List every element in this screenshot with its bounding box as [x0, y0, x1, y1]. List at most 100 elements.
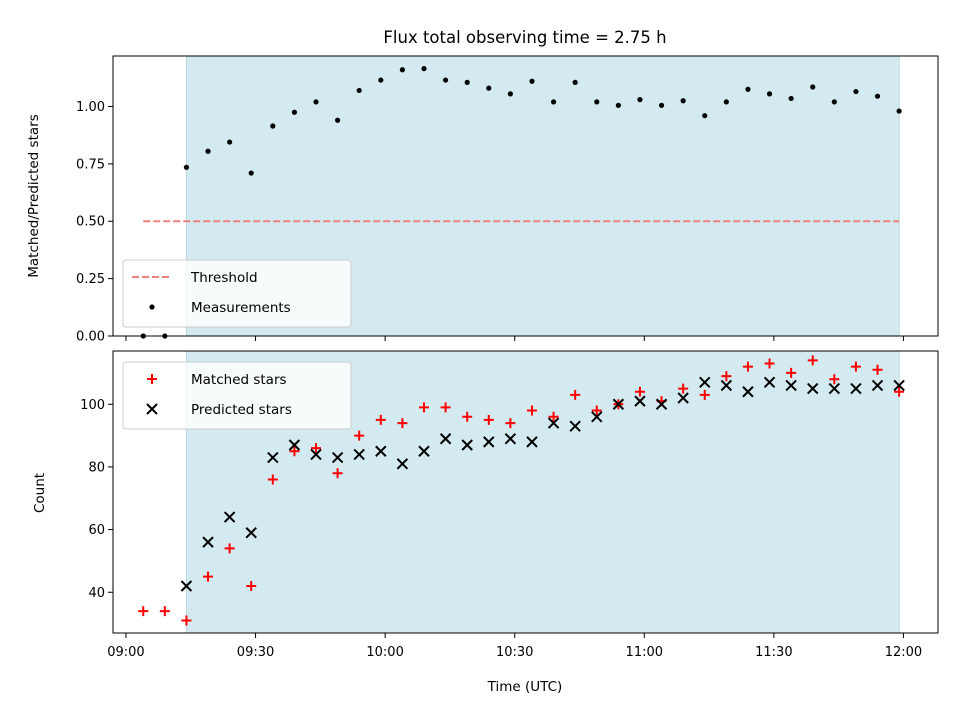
predicted-stars-point [569, 420, 581, 432]
x-tick-label: 09:00 [107, 645, 144, 660]
predicted-stars-point [396, 458, 409, 470]
measurements-point [313, 99, 319, 105]
legend-box [122, 259, 352, 328]
top-series-layer [140, 66, 902, 339]
matched-stars-legend-label: Matched stars [191, 372, 287, 388]
matched-stars-point [872, 364, 883, 375]
matched-stars-point [159, 606, 170, 617]
matched-stars-point [894, 386, 905, 397]
predicted-stars-point [591, 411, 603, 423]
measurements-point [572, 79, 578, 85]
measurements-point [745, 86, 751, 92]
matched-stars-point [764, 358, 775, 369]
measurements-point [550, 99, 557, 105]
y-tick-label: 60 [88, 523, 105, 538]
measurements-point [205, 148, 211, 154]
matched-stars-point [181, 615, 192, 626]
matched-stars-point [591, 405, 602, 416]
predicted-stars-point [785, 379, 797, 392]
measurements-point [399, 67, 405, 73]
matched-stars-legend-swatch [147, 374, 157, 384]
measurements-point [529, 78, 535, 84]
measurements-point [270, 123, 276, 129]
top-x-axis [125, 336, 904, 341]
y-tick-label: 0.75 [76, 157, 105, 172]
predicted-stars-point [418, 445, 430, 457]
predicted-stars-legend-label: Predicted stars [191, 402, 292, 418]
matched-stars-point [699, 389, 710, 400]
top-y-axis-label: Matched/Predicted stars [26, 114, 42, 277]
matched-stars-point [224, 543, 235, 554]
predicted-stars-point [547, 417, 560, 429]
star-count-panel: 40 60 80 100 09:00 09:30 10:00 10:30 11:00 11:30… [32, 350, 939, 695]
x-tick-label: 12:00 [885, 645, 922, 660]
bottom-legend: Matched stars Predicted stars [122, 361, 352, 430]
measurements-point [874, 93, 881, 99]
matched-stars-point [526, 405, 537, 416]
measurements-point [378, 77, 384, 83]
predicted-stars-point [763, 376, 776, 389]
matched-stars-point [311, 443, 322, 454]
y-tick-label: 40 [88, 586, 105, 601]
chart-title: Flux total observing time = 2.75 h [383, 28, 666, 47]
measurements-point [227, 139, 233, 145]
matched-stars-point [570, 389, 581, 400]
predicted-stars-point [245, 527, 257, 539]
bottom-axes-frame [112, 350, 939, 634]
matched-stars-point [397, 418, 408, 429]
matched-stars-point [786, 367, 797, 378]
matched-stars-point [742, 361, 753, 372]
predicted-stars-point [483, 436, 495, 448]
matched-stars-point [829, 374, 840, 385]
predicted-stars-point [871, 379, 884, 392]
measurements-legend-swatch [149, 304, 155, 310]
predicted-stars-point [526, 436, 538, 448]
measurements-point [507, 91, 513, 97]
measurements-legend-label: Measurements [191, 300, 291, 316]
measurements-point [248, 170, 254, 176]
measurements-point [702, 113, 708, 119]
bottom-y-axis-label: Count [32, 473, 48, 513]
predicted-stars-point [742, 386, 754, 398]
bottom-y-axis: 40 60 80 100 [80, 398, 113, 601]
measurements-point [442, 77, 449, 83]
matched-stars-point [138, 606, 149, 617]
predicted-stars-point [893, 379, 905, 392]
predicted-stars-point [375, 445, 387, 457]
predicted-stars-point [504, 433, 517, 445]
measurements-point [615, 102, 621, 108]
x-tick-label: 11:00 [626, 645, 663, 660]
predicted-stars-point [612, 398, 625, 410]
y-tick-label: 80 [88, 460, 105, 475]
measurements-point [810, 84, 816, 90]
matched-stars-point [634, 386, 645, 397]
bottom-series-layer [138, 355, 905, 626]
matched-stars-point [332, 468, 343, 479]
matched-stars-point [440, 402, 451, 413]
matched-stars-point [267, 474, 278, 485]
measurements-point [658, 102, 665, 108]
threshold-legend-label: Threshold [190, 270, 258, 286]
measurements-point [723, 99, 729, 105]
measurements-point [291, 109, 298, 115]
y-tick-label: 1.00 [76, 100, 105, 115]
matched-stars-point [721, 371, 732, 382]
x-tick-label: 09:30 [237, 645, 274, 660]
measurements-point [831, 99, 837, 105]
matched-stars-point [807, 355, 818, 366]
measurements-point [788, 95, 794, 102]
measurements-point [853, 88, 859, 95]
matched-stars-point [483, 414, 494, 425]
predicted-stars-point [267, 451, 279, 464]
y-tick-label: 0.25 [76, 272, 105, 287]
predicted-stars-point [807, 382, 819, 395]
predicted-stars-point [353, 448, 365, 461]
measurements-point [421, 66, 427, 72]
measurements-point [335, 117, 341, 123]
predicted-stars-point [310, 448, 322, 461]
measurements-point [183, 164, 190, 170]
legend-box [122, 361, 352, 430]
measurements-point [486, 85, 492, 91]
measurements-point [637, 97, 643, 103]
